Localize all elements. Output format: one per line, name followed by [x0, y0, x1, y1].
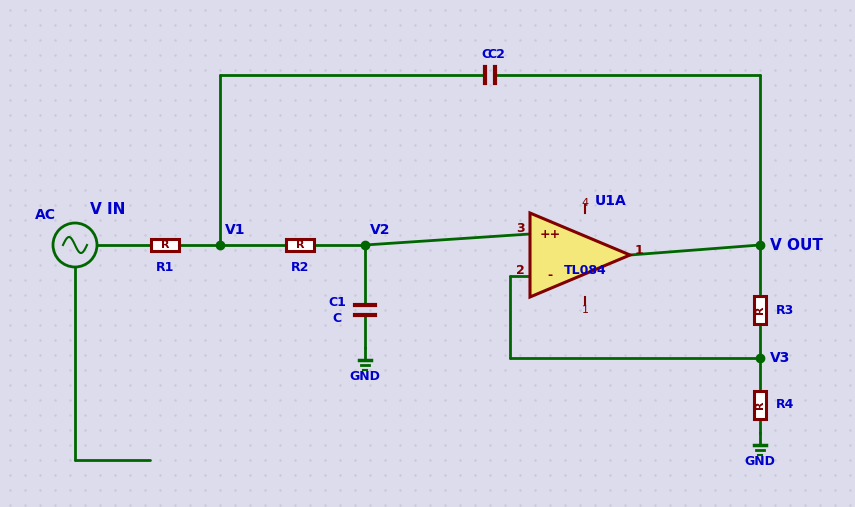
Text: U1A: U1A: [595, 194, 627, 208]
Text: R1: R1: [156, 261, 174, 274]
Text: AC: AC: [34, 208, 56, 222]
Text: R4: R4: [776, 399, 794, 412]
Text: R3: R3: [776, 304, 794, 316]
Text: R2: R2: [291, 261, 310, 274]
FancyBboxPatch shape: [151, 239, 179, 251]
Text: R: R: [161, 240, 169, 250]
Text: 1: 1: [635, 243, 644, 257]
FancyBboxPatch shape: [754, 391, 766, 419]
Text: C: C: [333, 311, 341, 324]
Text: V3: V3: [770, 351, 790, 365]
FancyBboxPatch shape: [754, 296, 766, 324]
Text: C: C: [481, 48, 491, 61]
Text: C2: C2: [487, 48, 505, 61]
Text: ++: ++: [540, 228, 561, 240]
Text: GND: GND: [350, 370, 380, 383]
Text: R: R: [755, 306, 765, 314]
Text: C1: C1: [328, 296, 346, 308]
Text: GND: GND: [745, 455, 775, 468]
Text: TL084: TL084: [563, 264, 606, 276]
Text: 3: 3: [516, 223, 525, 235]
Text: V IN: V IN: [90, 202, 126, 218]
Polygon shape: [530, 213, 630, 297]
Text: V OUT: V OUT: [770, 237, 823, 252]
Text: 4: 4: [581, 198, 588, 208]
Text: V1: V1: [225, 223, 245, 237]
Text: 1: 1: [581, 305, 588, 315]
Text: 2: 2: [516, 265, 525, 277]
Text: R: R: [755, 401, 765, 409]
Text: R: R: [296, 240, 304, 250]
FancyBboxPatch shape: [286, 239, 314, 251]
Text: -: -: [547, 270, 552, 282]
Text: V2: V2: [370, 223, 391, 237]
